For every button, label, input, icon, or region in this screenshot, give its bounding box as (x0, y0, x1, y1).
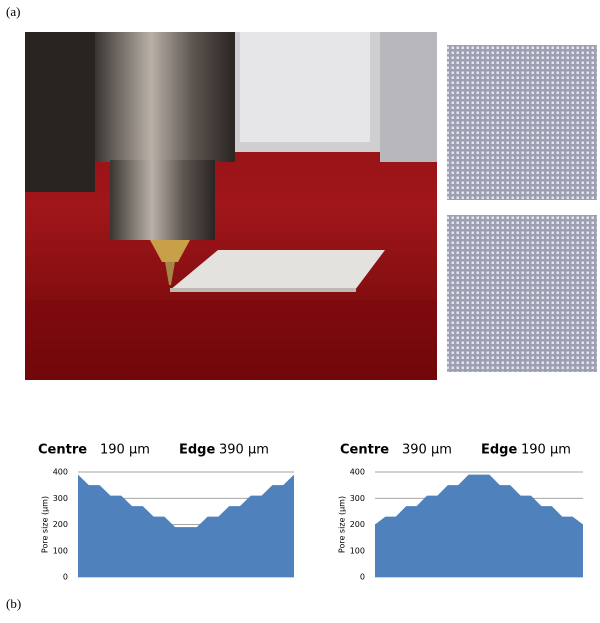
y-tick-label: 400 (53, 468, 68, 477)
y-tick-label: 400 (350, 468, 365, 477)
title-key: Centre (38, 443, 87, 458)
title-value: 390 µm (402, 443, 452, 458)
y-tick-label: 300 (53, 494, 68, 503)
y-tick-label: 200 (350, 520, 365, 529)
figure: (a) (b) Centre 190 µm Edge 390 µm Pore size … (0, 0, 600, 618)
y-axis-label: Pore size (µm) (338, 496, 347, 553)
title-value: 190 µm (521, 443, 571, 458)
panel-label: (a) (6, 4, 20, 19)
title-value: 390 µm (219, 443, 269, 458)
photo (25, 32, 437, 380)
y-tick-label: 200 (53, 520, 68, 529)
area (78, 475, 294, 577)
y-axis-label: Pore size (µm) (41, 496, 50, 553)
area (375, 475, 583, 577)
y-tick-label: 100 (53, 546, 68, 555)
title-value: 190 µm (100, 443, 150, 458)
y-tick-label: 0 (360, 573, 365, 582)
y-tick-label: 0 (63, 573, 68, 582)
title-key: Centre (340, 443, 389, 458)
title-key: Edge (481, 443, 517, 458)
scaffold-image (447, 215, 597, 372)
y-tick-label: 100 (350, 546, 365, 555)
y-tick-label: 300 (350, 494, 365, 503)
title-key: Edge (179, 443, 215, 458)
panel-label: (b) (6, 596, 21, 611)
scaffold-image (447, 45, 597, 200)
